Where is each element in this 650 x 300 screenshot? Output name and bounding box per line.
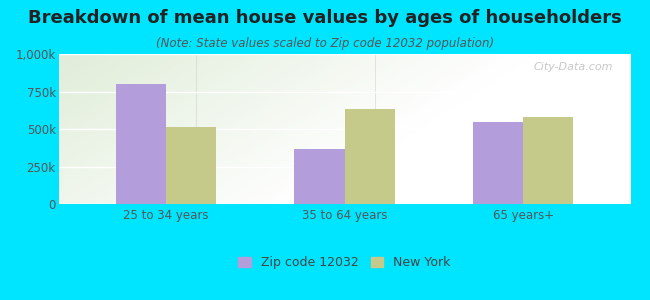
Text: City-Data.com: City-Data.com	[534, 61, 614, 71]
Text: (Note: State values scaled to Zip code 12032 population): (Note: State values scaled to Zip code 1…	[156, 38, 494, 50]
Legend: Zip code 12032, New York: Zip code 12032, New York	[235, 252, 454, 273]
Bar	[473, 122, 523, 204]
Bar	[294, 148, 344, 204]
Bar	[116, 84, 166, 204]
Text: Breakdown of mean house values by ages of householders: Breakdown of mean house values by ages o…	[28, 9, 622, 27]
Bar	[344, 109, 395, 204]
Bar	[523, 117, 573, 204]
Bar	[166, 127, 216, 204]
